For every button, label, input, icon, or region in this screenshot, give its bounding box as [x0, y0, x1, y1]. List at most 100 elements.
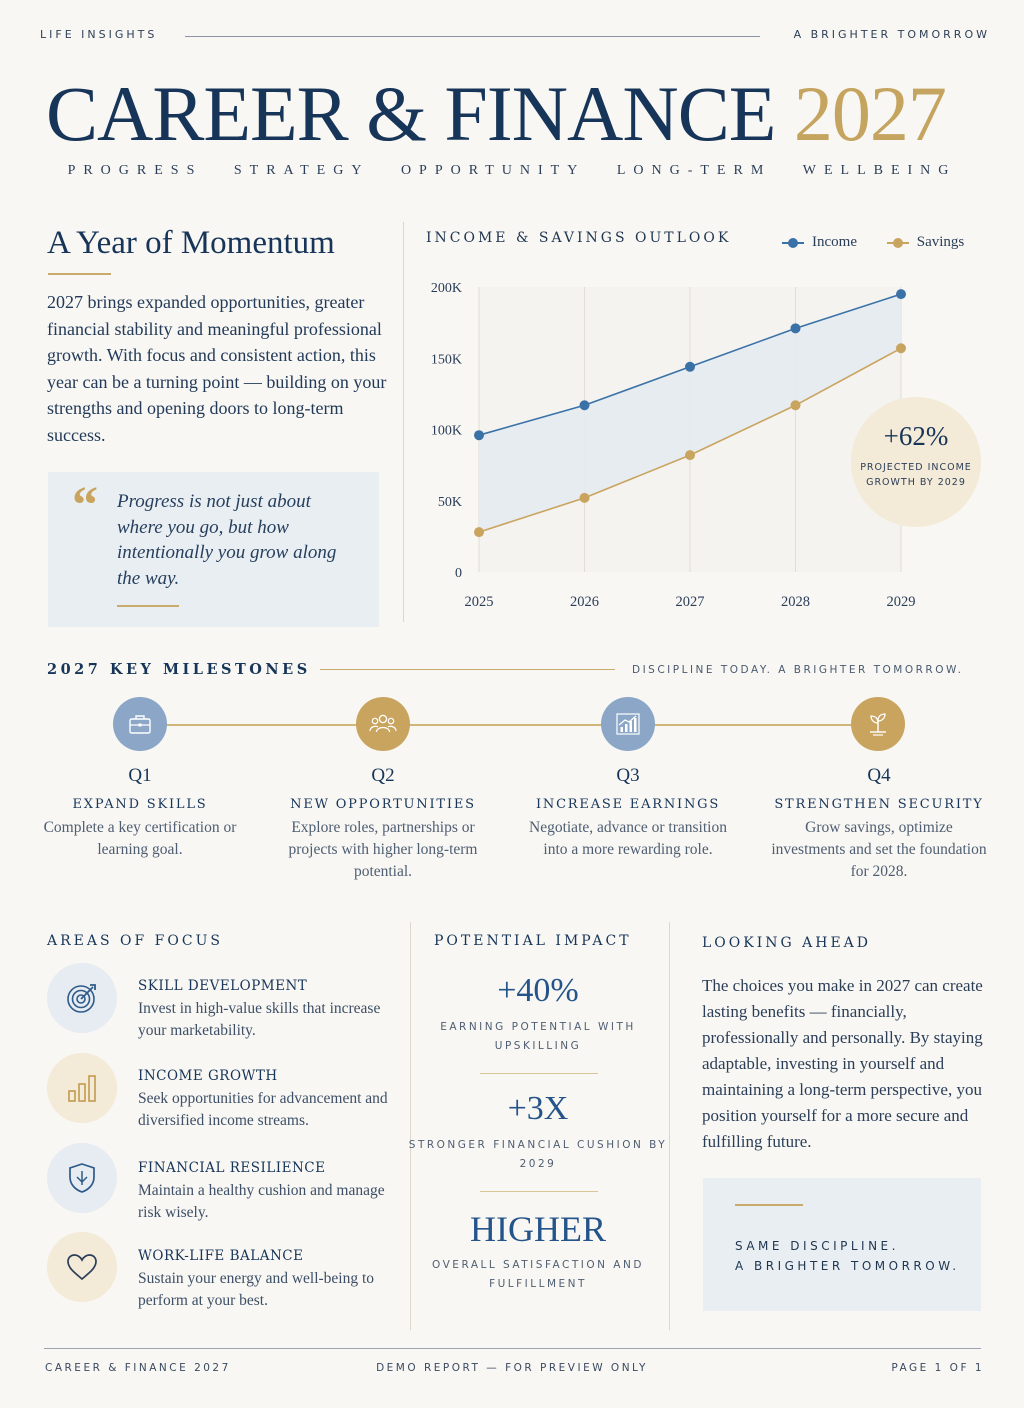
top-right-label: A BRIGHTER TOMORROW	[793, 28, 990, 41]
series-band	[479, 294, 901, 533]
target-icon	[67, 984, 96, 1013]
impact-rule	[480, 1073, 598, 1074]
legend-swatch	[886, 237, 909, 248]
milestone-q3-badge	[601, 697, 655, 751]
milestone-q2: Q2 NEW OPPORTUNITIES Explore roles, part…	[273, 765, 493, 883]
data-point-savings	[474, 527, 484, 538]
brand-label: LIFE INSIGHTS	[40, 28, 158, 41]
quote-rule	[117, 605, 179, 607]
milestone-quarter: Q2	[371, 765, 395, 786]
tagline-word: LONG-TERM	[616, 163, 772, 178]
focus-icon-balance	[47, 1232, 117, 1302]
milestone-heading: EXPAND SKILLS	[72, 797, 208, 812]
milestone-desc: Complete a key certification or learning…	[43, 819, 237, 858]
sprout-icon	[870, 713, 886, 736]
ahead-rule	[735, 1204, 803, 1206]
footer-right: PAGE 1 OF 1	[891, 1362, 984, 1374]
focus-heading: SKILL DEVELOPMENT	[138, 978, 308, 994]
page-title-main: CAREER & FINANCE	[46, 70, 776, 157]
focus-desc: Maintain a healthy cushion and manage ri…	[138, 1182, 385, 1221]
people-icon	[369, 714, 397, 733]
x-tick-label: 2028	[781, 594, 810, 610]
x-tick-label: 2026	[570, 594, 599, 610]
heart-icon	[67, 1254, 97, 1281]
intro-rule	[48, 273, 111, 275]
focus-icon-income	[47, 1053, 117, 1123]
income-savings-chart: 0 50K 100K 150K 200K 2025 2026 2027 2028 2029	[431, 281, 916, 610]
y-tick-label: 0	[455, 566, 462, 581]
milestone-heading: INCREASE EARNINGS	[535, 797, 721, 812]
tagline-word: PROGRESS	[67, 163, 203, 178]
milestones-title: 2027 KEY MILESTONES	[47, 661, 311, 678]
milestone-desc: Negotiate, advance or transition into a …	[529, 819, 727, 858]
milestone-q4-badge	[851, 697, 905, 751]
tagline-word: WELLBEING	[802, 163, 957, 178]
milestone-q4: Q4 STRENGTHEN SECURITY Grow savings, opt…	[769, 765, 989, 883]
impact-title: POTENTIAL IMPACT	[434, 933, 632, 949]
data-point-income	[790, 323, 801, 334]
y-tick-label: 150K	[431, 352, 462, 367]
milestones-rule	[320, 669, 615, 670]
data-point-income	[579, 400, 590, 411]
milestone-desc: Explore roles, partnerships or projects …	[288, 819, 478, 880]
x-tick-label: 2029	[887, 594, 916, 610]
tagline: PROGRESS STRATEGY OPPORTUNITY LONG-TERM …	[0, 163, 1024, 179]
focus-desc: Seek opportunities for advancement and d…	[138, 1090, 388, 1129]
top-divider	[185, 36, 760, 37]
impact-rule	[480, 1191, 598, 1192]
focus-heading: INCOME GROWTH	[138, 1068, 278, 1084]
milestone-q3: Q3 INCREASE EARNINGS Negotiate, advance …	[518, 765, 738, 861]
quote-mark-icon: “	[72, 477, 98, 534]
quote-box	[48, 472, 379, 627]
shield-icon	[69, 1163, 95, 1193]
data-point-income	[685, 361, 695, 372]
legend-label: Income	[812, 234, 857, 250]
intro-body: 2027 brings expanded opportunities, grea…	[47, 292, 387, 445]
milestone-q1-badge	[113, 697, 167, 751]
ahead-motto-box	[703, 1178, 981, 1311]
ahead-body: The choices you make in 2027 can create …	[702, 976, 983, 1151]
y-tick-label: 200K	[431, 281, 462, 296]
focus-icon-skill	[47, 963, 117, 1033]
footer-center: DEMO REPORT — FOR PREVIEW ONLY	[376, 1362, 648, 1374]
ahead-motto-line: SAME DISCIPLINE.	[735, 1239, 899, 1253]
growth-badge: +62% PROJECTED INCOME GROWTH BY 2029	[851, 397, 981, 527]
intro-chart-divider	[403, 222, 404, 622]
focus-desc: Sustain your energy and well-being to pe…	[138, 1270, 375, 1309]
impact-label: OVERALL SATISFACTION AND FULFILLMENT	[432, 1259, 644, 1290]
milestones-connector	[166, 724, 852, 726]
focus-heading: WORK-LIFE BALANCE	[138, 1248, 304, 1264]
focus-heading: FINANCIAL RESILIENCE	[138, 1160, 326, 1176]
legend-swatch	[782, 237, 804, 248]
focus-icon-resilience	[47, 1143, 117, 1213]
page-title-year: 2027	[793, 70, 947, 157]
legend-label: Savings	[916, 234, 965, 250]
milestone-desc: Grow savings, optimize investments and s…	[771, 819, 987, 880]
impact-value: HIGHER	[470, 1209, 606, 1249]
tagline-word: STRATEGY	[233, 163, 370, 178]
focus-title: AREAS OF FOCUS	[47, 933, 223, 949]
milestone-quarter: Q4	[867, 765, 891, 786]
bar-chart-icon	[68, 1075, 96, 1102]
growth-badge-value: +62%	[883, 421, 949, 451]
growth-badge-label: PROJECTED INCOME GROWTH BY 2029	[860, 462, 972, 488]
page-title: CAREER & FINANCE 2027	[46, 70, 986, 158]
impact-value: +40%	[497, 972, 579, 1009]
intro-title: A Year of Momentum	[47, 225, 335, 261]
milestone-quarter: Q3	[616, 765, 640, 786]
focus-impact-divider	[410, 922, 411, 1330]
ahead-title: LOOKING AHEAD	[702, 935, 871, 951]
impact-label: EARNING POTENTIAL WITH UPSKILLING	[440, 1021, 636, 1052]
quote-text: Progress is not just about where you go,…	[117, 491, 337, 589]
focus-desc: Invest in high-value skills that increas…	[138, 1000, 381, 1039]
briefcase-icon	[129, 715, 151, 734]
milestone-quarter: Q1	[128, 765, 152, 786]
impact-ahead-divider	[669, 922, 670, 1330]
top-bar: LIFE INSIGHTS A BRIGHTER TOMORROW	[40, 28, 990, 44]
impact-value: +3X	[507, 1090, 569, 1127]
legend-item-savings: Savings	[886, 234, 965, 251]
data-point-savings	[579, 492, 590, 503]
data-point-income	[474, 430, 484, 441]
milestone-heading: STRENGTHEN SECURITY	[774, 797, 984, 812]
data-point-savings	[685, 450, 695, 461]
